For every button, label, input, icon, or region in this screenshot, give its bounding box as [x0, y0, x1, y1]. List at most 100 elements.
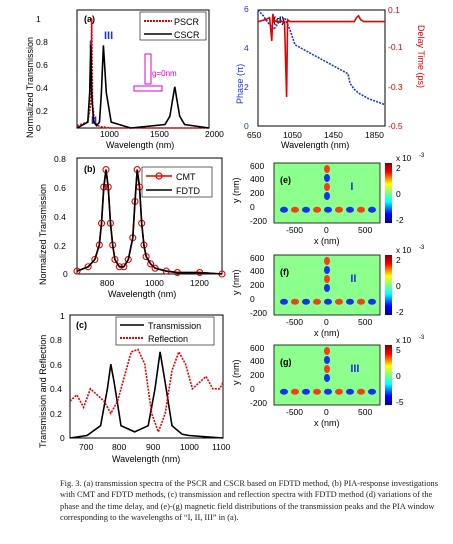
panel-b-ytick: 0.4 — [54, 212, 66, 222]
field-hotspot — [280, 206, 288, 213]
panel-b-ytick: 0 — [63, 269, 68, 279]
panel-b-ytick: 0.2 — [54, 241, 66, 251]
field-hotspot — [357, 388, 365, 395]
panel-c-ylabel: Transmission and Reflection — [38, 335, 48, 448]
field-hotspot — [335, 206, 343, 213]
field-hotspot — [280, 388, 288, 395]
field-hotspot — [324, 257, 330, 265]
panel-d-y2tick: -0.1 — [388, 42, 403, 52]
field-hotspot — [335, 298, 343, 305]
panel-a-xlabel: Wavelength (nm) — [106, 140, 174, 150]
field-hotspot — [324, 388, 332, 395]
panel-c-xlabel: Wavelength (nm) — [112, 454, 180, 464]
field-hotspot — [324, 347, 330, 355]
field-hotspot — [346, 388, 354, 395]
panel-d: (d) 6 4 2 0 0.1 -0.1 -0.3 -0.5 650 1050 … — [235, 4, 426, 150]
panel-a-ytick: 0.2 — [36, 106, 48, 116]
ytick: 200 — [250, 280, 264, 290]
colorbar-tick: 2 — [396, 163, 401, 173]
panel-a-mode-I: I — [89, 39, 92, 51]
field-hotspot — [368, 206, 376, 213]
data-point — [73, 267, 81, 275]
panel-c-xtick: 800 — [112, 442, 126, 452]
field-hotspot — [280, 298, 288, 305]
panel-a-ytick: 0 — [36, 123, 41, 133]
xtick: 0 — [324, 225, 329, 235]
xtick: 0 — [324, 407, 329, 417]
panel-c-label: (c) — [76, 320, 87, 330]
panel-label: (e) — [280, 175, 291, 185]
panel-b-xtick: 800 — [100, 278, 114, 288]
series-line-1 — [69, 348, 224, 435]
field-hotspot — [324, 374, 330, 382]
colorbar-tick: 0 — [396, 189, 401, 199]
field-hotspot — [324, 356, 330, 364]
field-hotspot — [313, 206, 321, 213]
panel-c: (c) 1 0.8 0.6 0.4 0.2 0 700 800 900 1000… — [38, 311, 231, 464]
panel-c-ytick: 0.8 — [50, 335, 62, 345]
data-point — [91, 255, 99, 264]
ylabel: y (nm) — [231, 178, 241, 204]
colorbar — [385, 163, 392, 223]
panel-d-ytick: 2 — [244, 82, 249, 92]
panel-c-ytick: 0.4 — [50, 384, 62, 394]
ytick: -200 — [250, 216, 267, 226]
field-hotspot — [291, 206, 299, 213]
colorbar-title: x 10 — [396, 336, 412, 345]
ytick: 600 — [250, 343, 264, 353]
panel-a-xtick: 1000 — [100, 129, 119, 139]
field-hotspot — [313, 388, 321, 395]
series-line-1 — [76, 169, 223, 275]
panel-a-ytick: 1 — [36, 14, 41, 24]
panel-c-legend-refl: Reflection — [148, 334, 188, 344]
colorbar-exponent: -3 — [419, 335, 425, 341]
panel-d-ytick: 6 — [244, 4, 249, 14]
panel-e: I (e) 600 400 200 0 -200 -500 0 500 x (nm) y (nm) x … — [231, 153, 425, 246]
panel-a-label: (a) — [84, 14, 95, 24]
panel-b-ytick: 0.6 — [54, 183, 66, 193]
series-line-1 — [257, 13, 385, 98]
mode-label: II — [350, 273, 356, 285]
ytick: 0 — [250, 384, 255, 394]
ytick: 200 — [250, 188, 264, 198]
panel-d-label: (d) — [273, 15, 285, 25]
xlabel: x (nm) — [314, 328, 340, 338]
xlabel: x (nm) — [314, 236, 340, 246]
field-hotspot — [324, 192, 330, 200]
colorbar-tick: 0 — [396, 371, 401, 381]
figure-caption: Fig. 3. (a) transmission spectra of the … — [60, 479, 439, 523]
ytick: -200 — [250, 398, 267, 408]
ylabel: y (nm) — [231, 360, 241, 386]
panel-c-xtick: 700 — [79, 442, 93, 452]
ytick: 0 — [250, 294, 255, 304]
colorbar-title: x 10 — [396, 246, 412, 255]
ytick: 400 — [250, 266, 264, 276]
panel-a-ytick: 0.8 — [36, 37, 48, 47]
ytick: 400 — [250, 356, 264, 366]
panel-a: (a) 1 0.8 0.6 0.4 0.2 0 1000 1500 2000 W… — [25, 9, 224, 150]
panel-label: (f) — [280, 267, 289, 277]
panel-a-inset-gap-label: g=0nm — [152, 69, 177, 78]
xtick: 0 — [324, 317, 329, 327]
panel-d-xtick: 1450 — [324, 130, 343, 140]
field-hotspot — [357, 206, 365, 213]
colorbar-tick: -2 — [396, 307, 404, 317]
data-point — [147, 260, 155, 268]
colorbar-tick: -5 — [396, 397, 404, 407]
panel-c-ytick: 0 — [60, 433, 65, 443]
xtick: -500 — [286, 407, 303, 417]
ytick: 0 — [250, 202, 255, 212]
panel-a-legend-cscr: CSCR — [174, 30, 200, 40]
colorbar-tick: 5 — [396, 345, 401, 355]
field-hotspot — [324, 275, 330, 283]
panel-a-ytick: 0.6 — [36, 60, 48, 70]
colorbar-tick: -2 — [396, 215, 404, 225]
colorbar — [385, 255, 392, 315]
panel-a-legend — [139, 11, 207, 41]
panel-c-ytick: 0.2 — [50, 409, 62, 419]
ytick: 600 — [250, 161, 264, 171]
panel-d-y2tick: -0.5 — [388, 121, 403, 131]
panel-a-xtick: 1500 — [150, 129, 169, 139]
series-line-1 — [76, 45, 210, 129]
panel-a-legend-pscr: PSCR — [174, 17, 200, 27]
